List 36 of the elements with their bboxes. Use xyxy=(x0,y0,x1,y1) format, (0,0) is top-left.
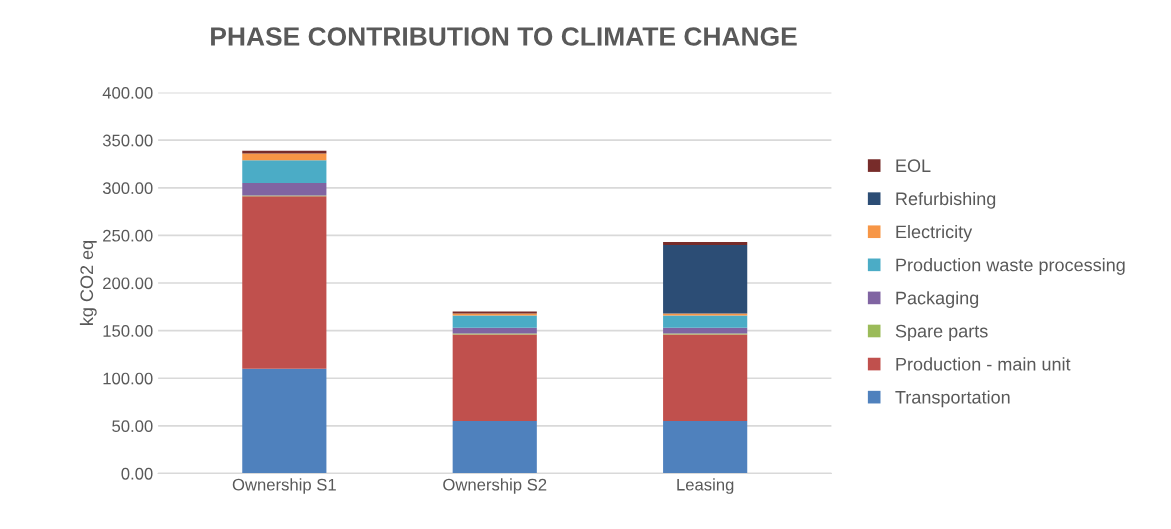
x-tick-label: Ownership S1 xyxy=(232,478,336,494)
legend-label: Electricity xyxy=(896,224,973,242)
y-tick-label: 400.00 xyxy=(102,86,153,99)
legend-label: Transportation xyxy=(895,390,1010,408)
y-tick-label: 50.00 xyxy=(112,420,153,433)
y-tick-label: 100.00 xyxy=(103,372,153,385)
x-tick-label: Leasing xyxy=(677,478,734,494)
bar xyxy=(452,334,537,422)
legend-label: Production waste processing xyxy=(896,258,1125,275)
bar xyxy=(452,315,537,328)
y-tick-label: 200.00 xyxy=(103,277,153,290)
bar xyxy=(242,150,327,154)
legend-label: EOL xyxy=(896,159,931,173)
bar xyxy=(242,368,327,474)
bar xyxy=(663,242,748,245)
bar xyxy=(663,244,748,314)
legend-label: Spare parts xyxy=(895,324,988,342)
y-tick-label: 350.00 xyxy=(102,134,153,147)
bar xyxy=(242,196,327,369)
bar xyxy=(663,315,748,328)
bar xyxy=(242,160,327,184)
y-tick-label: 0.00 xyxy=(121,467,153,480)
chart-title: PHASE CONTRIBUTION TO CLIMATE CHANGE xyxy=(211,27,797,46)
bar xyxy=(452,421,537,474)
y-tick-label: 300.00 xyxy=(102,182,153,194)
legend-label: Production - main unit xyxy=(896,357,1071,371)
x-tick-label: Ownership S2 xyxy=(443,478,547,494)
y-axis-title: kg CO2 eq xyxy=(79,241,97,325)
bar xyxy=(663,334,748,422)
bar xyxy=(663,421,748,474)
y-tick-label: 150.00 xyxy=(103,325,153,337)
legend-label: Packaging xyxy=(896,291,979,308)
bar xyxy=(242,183,327,196)
legend-label: Refurbishing xyxy=(896,191,996,209)
y-tick-label: 250.00 xyxy=(103,229,153,242)
bar xyxy=(242,153,327,161)
